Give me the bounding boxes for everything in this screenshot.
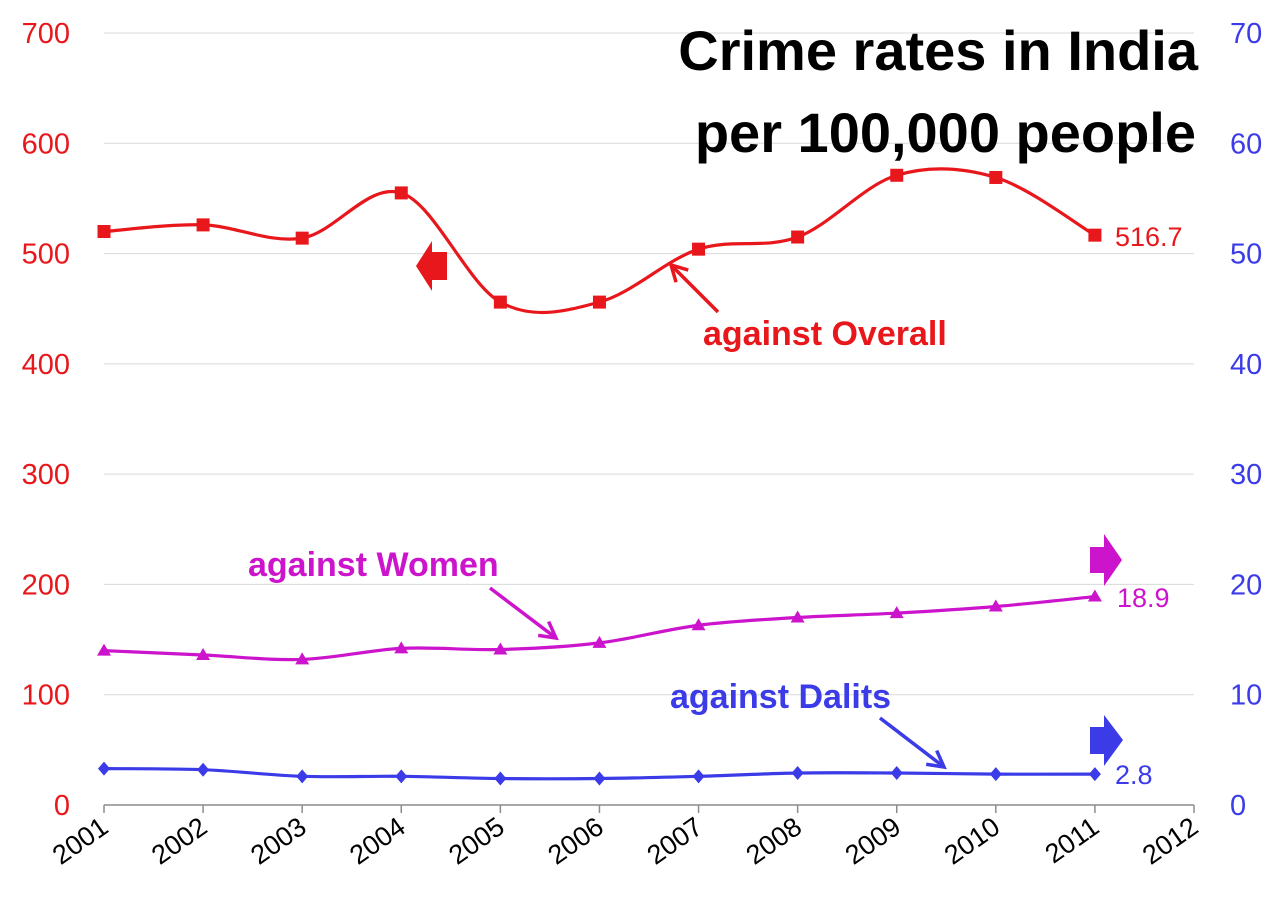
data-point-overall xyxy=(989,170,1003,184)
y-right-tick-label: 10 xyxy=(1230,680,1262,712)
chart-title: Crime rates in India per 100,000 people xyxy=(678,19,1199,164)
end-label-women: 18.9 xyxy=(1117,583,1170,613)
data-point-dalits xyxy=(197,762,210,777)
data-point-overall xyxy=(592,295,606,309)
y-left-tick-label: 700 xyxy=(22,18,70,50)
y-right-tick-label: 50 xyxy=(1230,239,1262,271)
data-point-overall xyxy=(196,218,210,232)
y-left-tick-label: 600 xyxy=(22,128,70,160)
y-right-tick-label: 20 xyxy=(1230,569,1262,601)
y-left-tick-label: 100 xyxy=(22,680,70,712)
data-point-women xyxy=(592,635,607,648)
annotations xyxy=(416,241,1123,770)
data-point-overall xyxy=(394,186,408,200)
axes xyxy=(103,804,1195,813)
data-point-women xyxy=(889,606,904,619)
data-point-dalits xyxy=(98,761,110,776)
data-point-overall xyxy=(1088,228,1102,242)
chart-title-line-1: Crime rates in India xyxy=(678,19,1199,82)
data-point-dalits xyxy=(692,769,705,784)
series-label-overall: against Overall xyxy=(703,315,947,353)
gridlines xyxy=(104,32,1194,696)
x-tick-label: 2009 xyxy=(840,811,906,870)
x-tick-label: 2002 xyxy=(146,811,212,870)
chart-title-line-2: per 100,000 people xyxy=(695,101,1196,164)
women-pointer-arrow xyxy=(488,586,558,640)
x-tick-label: 2012 xyxy=(1137,811,1203,870)
series-label-dalits: against Dalits xyxy=(670,678,891,716)
y-left-tick-label: 500 xyxy=(22,239,70,271)
data-point-women xyxy=(196,648,211,661)
data-point-dalits xyxy=(296,769,309,784)
data-point-women xyxy=(493,642,508,655)
data-point-dalits xyxy=(989,767,1002,782)
data-point-women xyxy=(691,618,706,631)
data-point-dalits xyxy=(1088,767,1101,782)
y-right-tick-label: 0 xyxy=(1230,790,1246,822)
data-point-dalits xyxy=(395,769,408,784)
data-point-women xyxy=(97,643,111,656)
end-label-dalits: 2.8 xyxy=(1115,760,1153,790)
end-label-overall: 516.7 xyxy=(1115,222,1183,252)
x-tick-label: 2005 xyxy=(443,811,509,870)
women-pointer-arrow-head xyxy=(537,620,559,641)
data-point-overall xyxy=(295,231,309,245)
series-line-women xyxy=(103,594,1096,662)
x-tick-label: 2007 xyxy=(642,811,708,870)
y-right-tick-label: 30 xyxy=(1230,459,1262,491)
data-point-overall xyxy=(890,168,904,182)
y-right-tick-label: 70 xyxy=(1230,18,1262,50)
overall-pointer-arrow-head xyxy=(668,262,689,283)
overall-pointer-arrow xyxy=(669,263,720,314)
y-right-tick-label: 40 xyxy=(1230,349,1262,381)
data-point-women xyxy=(1087,589,1102,602)
x-tick-label: 2008 xyxy=(741,811,807,870)
x-tick-label: 2011 xyxy=(1040,811,1105,869)
data-point-dalits xyxy=(890,766,903,781)
x-tick-label: 2003 xyxy=(245,811,311,870)
x-tick-label: 2004 xyxy=(344,811,410,870)
data-point-women xyxy=(295,652,310,665)
dalits-pointer-arrow-head xyxy=(925,749,947,770)
data-point-dalits xyxy=(593,771,606,786)
series-labels: against Overall against Women against Da… xyxy=(248,222,1183,790)
y-left-tick-label: 300 xyxy=(22,459,70,491)
series-line-overall xyxy=(103,167,1096,315)
x-tick-label: 2006 xyxy=(542,811,608,870)
data-point-overall xyxy=(97,225,111,239)
data-point-women xyxy=(988,599,1003,612)
y-left-tick-label: 0 xyxy=(54,790,70,822)
y-right-tick-label: 60 xyxy=(1230,128,1262,160)
women-right-axis-block-arrow xyxy=(1090,534,1122,586)
y-left-tick-label: 200 xyxy=(22,569,70,601)
y-left-tick-label: 400 xyxy=(22,349,70,381)
data-point-dalits xyxy=(791,766,804,781)
data-point-women xyxy=(790,610,805,623)
x-tick-label: 2010 xyxy=(939,811,1005,870)
left-axis-block-arrow xyxy=(416,241,447,291)
dalits-pointer-arrow xyxy=(878,716,946,769)
data-point-overall xyxy=(791,230,805,244)
data-point-overall xyxy=(692,242,706,256)
dalits-right-axis-block-arrow xyxy=(1090,715,1123,766)
series-label-women: against Women xyxy=(248,546,499,584)
data-point-women xyxy=(394,641,409,654)
data-point-dalits xyxy=(494,771,507,786)
data-point-overall xyxy=(493,295,507,309)
series-markers xyxy=(97,168,1102,786)
